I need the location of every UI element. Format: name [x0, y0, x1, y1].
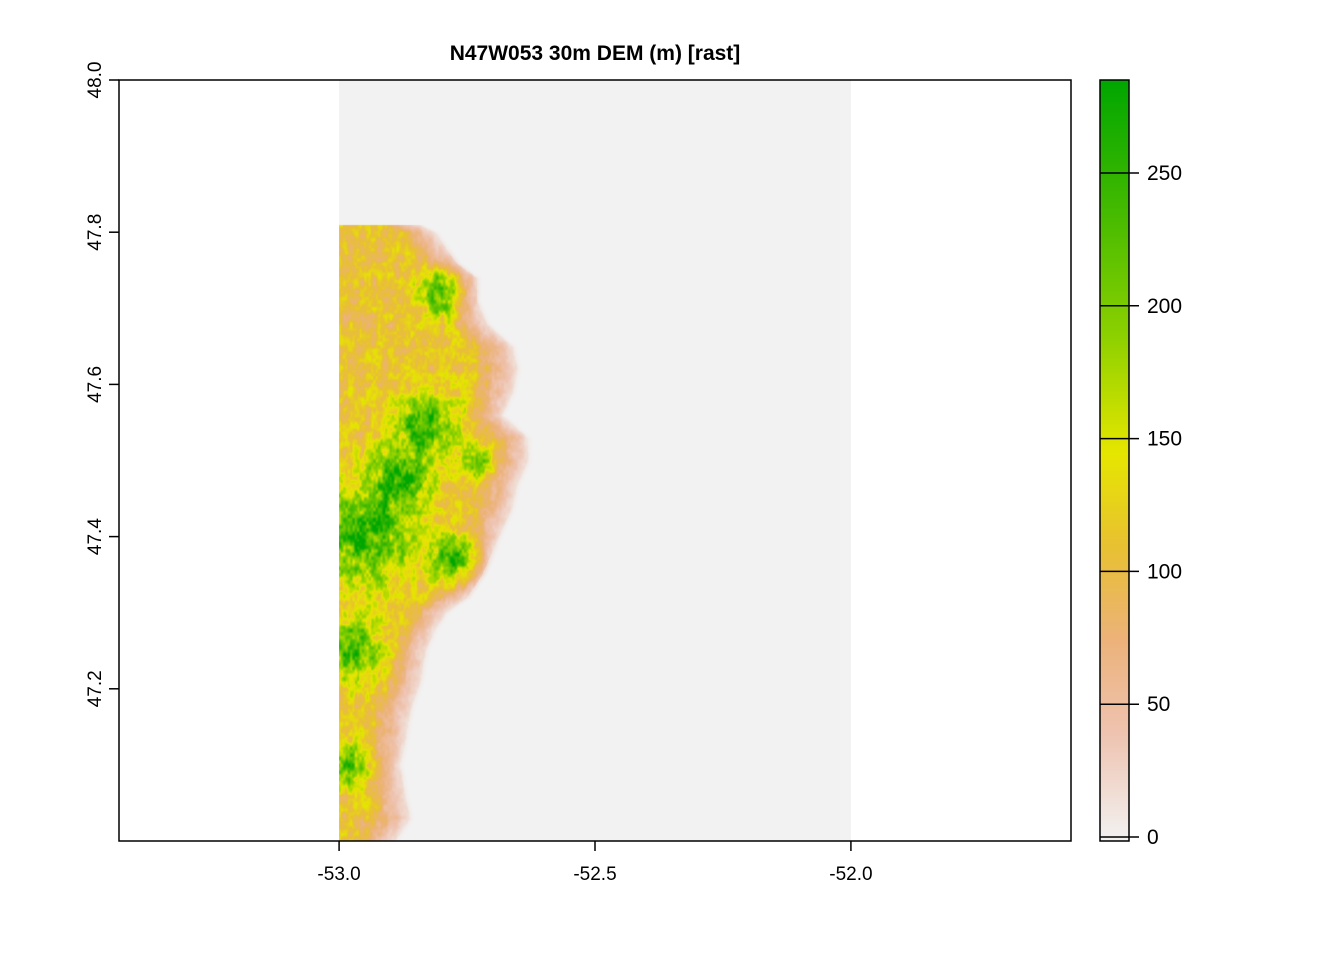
y-tick-label: 48.0 [85, 62, 106, 99]
y-tick-label: 47.8 [85, 214, 106, 251]
x-tick-label: -53.0 [317, 864, 360, 885]
elevation-raster [339, 80, 851, 841]
y-tick-label: 47.6 [85, 366, 106, 403]
plot-title: N47W053 30m DEM (m) [rast] [450, 42, 741, 65]
legend-tick-label: 50 [1147, 693, 1170, 716]
legend-tick-label: 150 [1147, 428, 1182, 451]
legend-tick-label: 250 [1147, 162, 1182, 185]
legend-tick-label: 0 [1147, 826, 1159, 849]
color-legend: 0 50 100 150 200 250 [1099, 79, 1182, 849]
x-tick-label: -52.0 [829, 864, 872, 885]
legend-colorbar [1099, 79, 1130, 842]
y-tick-label: 47.2 [85, 670, 106, 707]
map-area [339, 80, 851, 841]
x-tick-label: -52.5 [573, 864, 616, 885]
legend-ticks: 0 50 100 150 200 250 [1100, 162, 1182, 849]
y-tick-label: 47.4 [85, 518, 106, 555]
legend-tick-label: 100 [1147, 560, 1182, 583]
x-axis: -53.0 -52.5 -52.0 [317, 841, 873, 885]
y-axis: 47.2 47.4 47.6 47.8 48.0 [85, 62, 119, 707]
legend-tick-label: 200 [1147, 295, 1182, 318]
